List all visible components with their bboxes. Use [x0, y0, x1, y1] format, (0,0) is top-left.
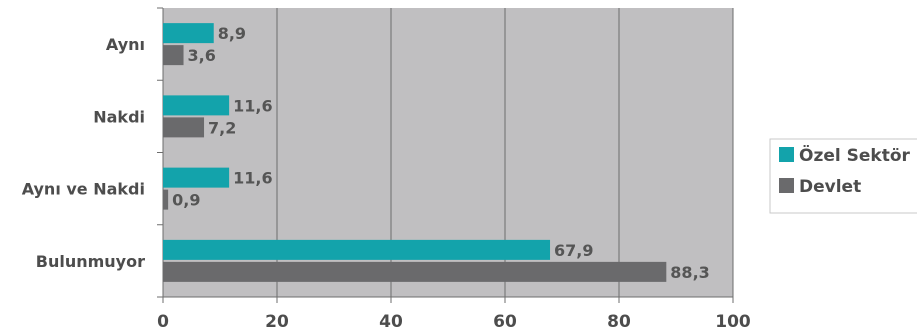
plot-area: 0 20 40 60 80 100 Aynı 8,93,6 Nakdi 11,6 7,2 Aynı v…	[22, 7, 751, 332]
x-tick-label: 60	[493, 312, 517, 332]
bar-devlet	[163, 45, 184, 66]
legend-label: Devlet	[799, 177, 861, 197]
bar-ozel-sektor	[163, 239, 551, 260]
category-label: Nakdi	[93, 107, 145, 126]
category-label: Aynı	[106, 35, 145, 54]
data-label: 11,6	[233, 169, 272, 188]
bar-devlet	[163, 117, 205, 138]
legend-swatch	[779, 178, 794, 193]
bar-ozel-sektor	[163, 95, 230, 116]
data-label: 8,9	[218, 24, 246, 43]
legend: Özel Sektör Devlet	[769, 138, 917, 214]
data-label: 11,6	[233, 96, 272, 115]
data-label: 88,3	[670, 263, 709, 282]
x-tick-label: 80	[607, 312, 631, 332]
category-label: Bulunmuyor	[36, 252, 145, 271]
data-label: 7,2	[208, 118, 236, 137]
x-tick-label: 0	[157, 312, 169, 332]
x-tick-label: 100	[715, 312, 751, 332]
legend-label: Özel Sektör	[799, 144, 911, 166]
data-label: 67,9	[554, 241, 593, 260]
bar-devlet	[163, 189, 169, 210]
category-label: Aynı ve Nakdi	[22, 180, 145, 199]
bar-ozel-sektor	[163, 167, 230, 188]
legend-swatch	[779, 147, 794, 162]
bar-ozel-sektor	[163, 23, 214, 44]
x-tick-label: 20	[265, 312, 289, 332]
data-label: 0,9	[172, 191, 200, 210]
data-label: 3,6	[188, 46, 216, 65]
bar-devlet	[163, 261, 667, 282]
legend-box	[769, 138, 917, 214]
x-tick-label: 40	[379, 312, 403, 332]
